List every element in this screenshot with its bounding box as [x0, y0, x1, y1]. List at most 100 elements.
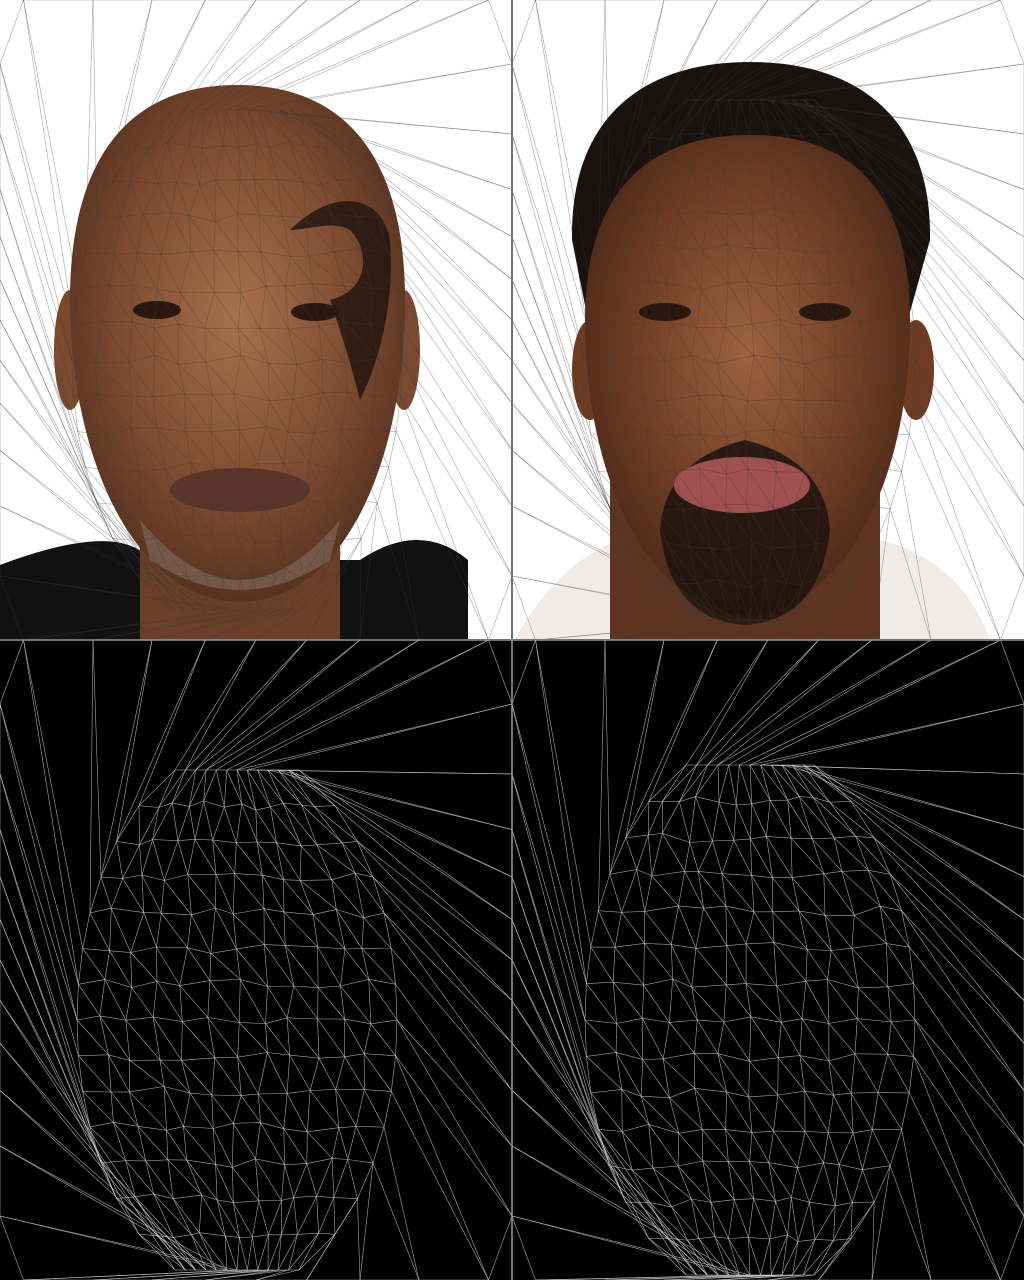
- mesh-edge: [281, 1197, 294, 1201]
- mesh-edge: [687, 1240, 719, 1276]
- mesh-edge: [334, 805, 513, 961]
- mesh-edge: [750, 839, 752, 876]
- mesh-edge: [258, 1093, 261, 1123]
- mesh-edge: [344, 362, 348, 393]
- mesh-edge: [213, 221, 216, 251]
- mesh-edge: [211, 533, 237, 535]
- mesh-edge: [792, 584, 802, 621]
- mesh-edge: [867, 870, 881, 907]
- mesh-edge: [116, 639, 153, 842]
- mesh-edge: [773, 398, 782, 430]
- mesh-edge: [215, 873, 235, 875]
- mesh-edge: [712, 839, 734, 842]
- mesh-edge: [670, 905, 679, 945]
- mesh-edge: [234, 873, 263, 876]
- mesh-edge: [255, 1158, 260, 1201]
- mesh-edge: [215, 0, 420, 111]
- mesh-edge: [833, 1202, 853, 1241]
- mesh-edge: [887, 983, 914, 988]
- mesh-edge: [125, 1020, 131, 1061]
- mesh-edge: [335, 1089, 340, 1128]
- mesh-edge: [357, 841, 374, 878]
- mesh-edge: [240, 292, 260, 329]
- mesh-edge: [511, 959, 650, 1239]
- mesh-edge: [855, 836, 875, 839]
- mesh-edge: [804, 1090, 834, 1096]
- mesh-edge: [771, 99, 1024, 135]
- mesh-edge: [137, 252, 158, 290]
- mesh-edge: [335, 178, 378, 218]
- mesh-edge: [837, 540, 850, 545]
- mesh-edge: [717, 639, 873, 766]
- mesh-edge: [876, 467, 902, 472]
- mesh-edge: [889, 211, 1024, 404]
- mesh-edge: [152, 1017, 161, 1061]
- mesh-edge: [701, 506, 730, 550]
- mesh-edge: [301, 804, 343, 844]
- mesh-edge: [137, 1126, 167, 1131]
- mesh-edge: [638, 358, 644, 400]
- mesh-edge: [799, 796, 814, 798]
- mesh-edge: [797, 1239, 816, 1242]
- mesh-edge: [214, 179, 238, 214]
- mesh-edge: [359, 538, 362, 641]
- mesh-edge: [170, 182, 177, 213]
- mesh-edge: [142, 183, 159, 215]
- mesh-edge: [270, 806, 302, 847]
- mesh-edge: [215, 221, 239, 252]
- mesh-edge: [913, 1056, 1001, 1280]
- mesh-edge: [511, 450, 708, 621]
- mesh-edge: [314, 806, 358, 842]
- mesh-edge: [344, 285, 373, 289]
- mesh-edge: [803, 764, 1024, 920]
- mesh-edge: [361, 917, 365, 949]
- mesh-edge: [298, 499, 308, 543]
- mesh-edge: [297, 1232, 319, 1235]
- mesh-edge: [180, 251, 192, 293]
- mesh-edge: [77, 431, 108, 437]
- mesh-edge: [586, 1056, 592, 1093]
- mesh-edge: [725, 504, 753, 543]
- mesh-edge: [781, 1018, 803, 1023]
- mesh-edge: [99, 1015, 109, 1055]
- mesh-edge: [834, 836, 856, 839]
- mesh-edge: [586, 285, 592, 323]
- mesh-edge: [772, 171, 789, 179]
- mesh-edge: [130, 946, 157, 953]
- mesh-edge: [0, 773, 78, 1021]
- mesh-edge: [0, 703, 79, 985]
- mesh-edge: [666, 283, 702, 290]
- mesh-edge: [803, 578, 820, 621]
- mesh-edge: [886, 318, 914, 324]
- mesh-edge: [736, 584, 751, 588]
- mesh-edge: [187, 874, 216, 909]
- mesh-edge: [678, 905, 697, 949]
- mesh-edge: [816, 133, 855, 170]
- mesh-edge: [283, 911, 318, 948]
- mesh-edge: [760, 578, 766, 621]
- mesh-edge: [233, 908, 265, 915]
- mesh-edge: [173, 1237, 207, 1271]
- mesh-edge: [191, 505, 195, 537]
- mesh-edge: [746, 468, 749, 505]
- mesh-edge: [609, 211, 628, 247]
- mesh-edge: [171, 501, 193, 506]
- mesh-edge: [283, 463, 308, 500]
- mesh-edge: [771, 547, 787, 584]
- mesh-edge: [511, 505, 729, 621]
- mesh-edge: [322, 391, 348, 393]
- mesh-edge: [511, 63, 587, 323]
- mesh-edge: [340, 948, 346, 987]
- mesh-edge: [154, 534, 180, 539]
- mesh-edge: [210, 431, 215, 469]
- mesh-edge: [395, 288, 513, 451]
- mesh-edge: [158, 769, 176, 808]
- mesh-edge: [511, 703, 586, 1021]
- mesh-edge: [108, 1054, 130, 1093]
- mesh-edge: [913, 1056, 1024, 1217]
- mesh-edge: [147, 109, 184, 151]
- mesh-edge: [236, 949, 241, 980]
- mesh-edge: [278, 769, 315, 807]
- mesh-edge: [360, 463, 389, 468]
